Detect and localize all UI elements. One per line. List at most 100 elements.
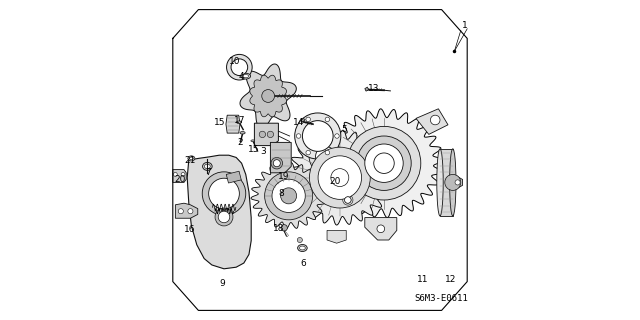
Text: 19: 19 (278, 172, 290, 181)
Ellipse shape (437, 149, 443, 216)
Ellipse shape (202, 163, 212, 171)
Polygon shape (301, 118, 305, 122)
Circle shape (445, 174, 461, 190)
Text: 6: 6 (301, 260, 306, 268)
Circle shape (271, 157, 283, 169)
Circle shape (343, 195, 353, 205)
Circle shape (325, 150, 330, 155)
Circle shape (325, 117, 330, 122)
Text: 5: 5 (341, 125, 347, 134)
Circle shape (335, 134, 339, 138)
Text: 10: 10 (228, 57, 240, 66)
Polygon shape (173, 170, 186, 182)
Text: 15: 15 (248, 145, 259, 154)
Circle shape (316, 147, 336, 167)
Circle shape (365, 144, 403, 182)
Circle shape (455, 180, 460, 185)
Polygon shape (365, 218, 397, 240)
Ellipse shape (251, 140, 255, 142)
Circle shape (331, 169, 349, 187)
Polygon shape (227, 171, 241, 183)
Polygon shape (327, 230, 346, 243)
Circle shape (345, 197, 351, 203)
Text: 1: 1 (462, 21, 467, 30)
Circle shape (273, 160, 280, 167)
Circle shape (377, 225, 385, 233)
Circle shape (298, 237, 303, 243)
Circle shape (302, 121, 333, 151)
Polygon shape (270, 142, 291, 173)
Ellipse shape (300, 246, 305, 250)
Circle shape (430, 115, 440, 125)
Ellipse shape (298, 244, 307, 252)
Text: 11: 11 (417, 275, 429, 284)
Circle shape (218, 211, 230, 223)
Circle shape (318, 156, 362, 199)
Text: 21: 21 (185, 156, 196, 165)
Circle shape (296, 134, 301, 138)
Circle shape (178, 209, 184, 214)
Ellipse shape (237, 121, 242, 124)
Circle shape (268, 131, 274, 138)
Ellipse shape (188, 156, 195, 161)
Circle shape (265, 172, 312, 220)
Circle shape (202, 172, 246, 215)
Text: 3: 3 (260, 147, 266, 156)
Polygon shape (416, 109, 448, 134)
Polygon shape (187, 155, 251, 269)
Ellipse shape (189, 157, 193, 160)
Circle shape (357, 136, 412, 190)
Circle shape (309, 140, 342, 173)
Text: 2: 2 (238, 138, 243, 147)
Polygon shape (251, 163, 326, 229)
Ellipse shape (240, 132, 245, 134)
Circle shape (306, 150, 310, 155)
Polygon shape (254, 123, 278, 146)
Ellipse shape (243, 75, 248, 78)
Polygon shape (240, 64, 296, 128)
Circle shape (272, 179, 305, 212)
Text: 17: 17 (234, 116, 245, 124)
Text: S6M3-E0611: S6M3-E0611 (414, 294, 468, 303)
Text: 9: 9 (220, 279, 225, 288)
Polygon shape (325, 109, 443, 218)
Ellipse shape (205, 164, 210, 169)
Text: 20: 20 (174, 175, 186, 184)
Text: 20: 20 (330, 177, 341, 186)
Text: 13: 13 (368, 84, 380, 92)
Ellipse shape (450, 149, 456, 216)
Circle shape (294, 113, 341, 159)
Circle shape (181, 172, 185, 176)
Circle shape (173, 172, 177, 176)
Circle shape (347, 126, 421, 200)
Circle shape (209, 178, 239, 209)
Text: 7: 7 (205, 168, 211, 177)
Text: 18: 18 (273, 224, 285, 233)
Circle shape (345, 197, 351, 203)
Text: 4: 4 (239, 72, 244, 81)
Circle shape (281, 225, 287, 231)
FancyBboxPatch shape (440, 149, 453, 216)
Polygon shape (226, 115, 240, 133)
Circle shape (231, 59, 248, 76)
Circle shape (188, 209, 193, 214)
Circle shape (310, 147, 370, 208)
Circle shape (280, 188, 297, 204)
Text: 14: 14 (292, 118, 304, 127)
Circle shape (215, 208, 233, 226)
Text: 15: 15 (214, 118, 226, 127)
Polygon shape (287, 130, 392, 225)
Polygon shape (452, 177, 463, 188)
Circle shape (227, 54, 252, 80)
Polygon shape (250, 75, 287, 117)
Text: 16: 16 (184, 225, 195, 234)
Polygon shape (365, 87, 369, 91)
Circle shape (374, 153, 394, 173)
Circle shape (259, 131, 266, 138)
Circle shape (306, 117, 310, 122)
Polygon shape (175, 203, 198, 218)
Text: 8: 8 (278, 189, 284, 198)
Ellipse shape (241, 73, 251, 79)
Circle shape (262, 90, 275, 102)
Text: 12: 12 (445, 275, 456, 284)
